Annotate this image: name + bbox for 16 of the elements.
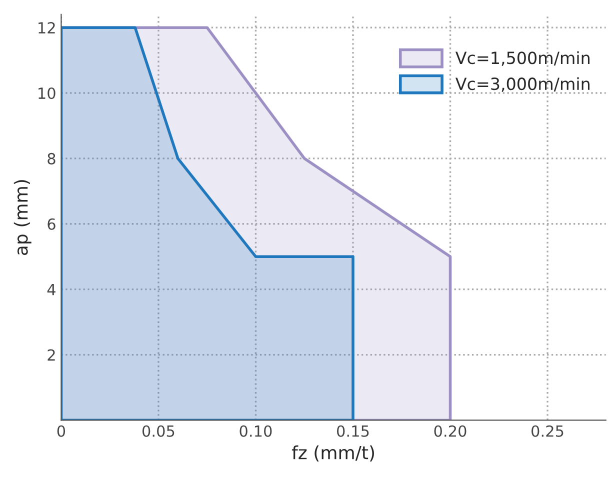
x-tick-label: 0.10 — [240, 425, 272, 437]
x-tick-label: 0.05 — [142, 425, 174, 437]
legend-label: Vc=3,000m/min — [455, 77, 590, 92]
y-tick-label: 2 — [48, 349, 55, 361]
y-tick-label: 6 — [48, 218, 56, 230]
x-tick-label: 0.25 — [532, 425, 564, 437]
x-tick-label: 0 — [57, 425, 66, 437]
y-tick-label: 8 — [48, 152, 56, 164]
x-tick-label: 0.20 — [434, 425, 466, 437]
x-tick-label: 0.15 — [336, 425, 369, 437]
y-tick-label: 12 — [38, 22, 55, 34]
y-axis-title: ap (mm) — [14, 180, 32, 256]
legend-label: Vc=1,500m/min — [455, 51, 590, 66]
x-axis-title: fz (mm/t) — [292, 445, 374, 462]
y-tick-label: 10 — [38, 87, 56, 100]
y-tick-label: 4 — [47, 284, 56, 296]
